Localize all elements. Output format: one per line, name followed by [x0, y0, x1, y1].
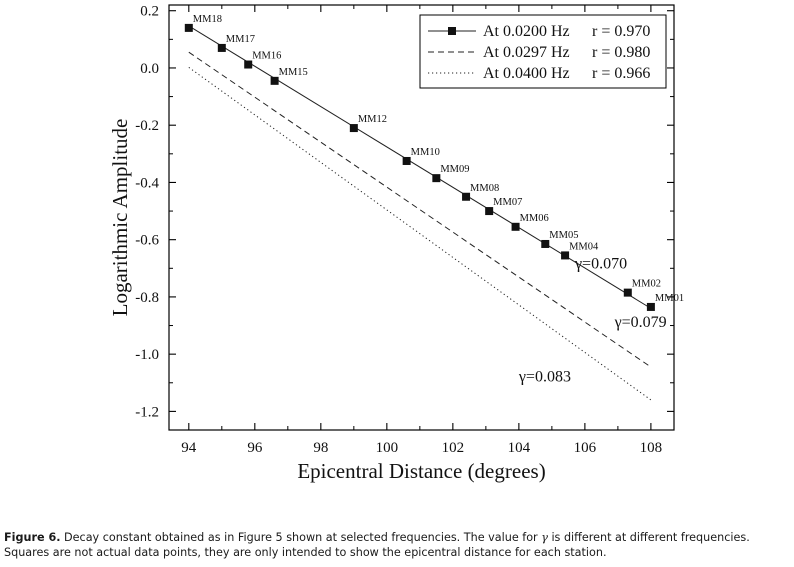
caption-text-1: Decay constant obtained as in Figure 5 s…: [60, 531, 542, 544]
station-label: MM01: [655, 293, 684, 304]
station-label: MM06: [520, 213, 549, 224]
x-tick-label: 96: [247, 440, 263, 456]
y-tick-label: -0.4: [135, 175, 159, 191]
x-tick-label: 106: [574, 440, 597, 456]
x-axis-label: Epicentral Distance (degrees): [297, 459, 545, 483]
station-label: MM17: [226, 34, 255, 45]
legend-entry-name: At 0.0297 Hz: [483, 44, 570, 61]
station-marker: [270, 76, 279, 85]
x-tick-label: 104: [508, 440, 531, 456]
y-tick-label: -1.2: [135, 404, 159, 420]
station-marker: [184, 23, 193, 32]
station-marker: [623, 288, 632, 297]
station-label: MM08: [470, 183, 499, 194]
caption-gamma-symbol: γ: [541, 531, 548, 544]
legend-entry-r: r = 0.980: [592, 44, 650, 61]
station-label: MM04: [569, 241, 599, 252]
y-tick-label: 0.2: [140, 4, 159, 20]
station-label: MM07: [493, 197, 522, 208]
y-tick-label: -0.2: [135, 118, 159, 134]
legend-entry-r: r = 0.966: [592, 65, 650, 82]
x-tick-label: 102: [442, 440, 465, 456]
y-tick-label: 0.0: [140, 61, 159, 77]
x-tick-label: 98: [313, 440, 328, 456]
x-axis: 94 96 98 100 102 104 106 108: [181, 5, 662, 456]
y-tick-label: -0.8: [135, 290, 159, 306]
gamma-label: γ=0.079: [614, 314, 667, 331]
station-marker: [561, 251, 570, 260]
y-axis-label: Logarithmic Amplitude: [108, 119, 132, 317]
station-label: MM18: [193, 14, 222, 25]
station-marker: [349, 124, 358, 133]
y-axis: 0.2 0.0 -0.2 -0.4 -0.6 -0.8 -1.0 -1.2: [135, 4, 674, 420]
series-lines: [188, 25, 652, 401]
station-marker: [432, 174, 441, 183]
x-tick-label: 94: [181, 440, 197, 456]
gamma-label: γ=0.083: [518, 368, 571, 385]
legend-entry-name: At 0.0200 Hz: [483, 23, 570, 40]
station-label: MM12: [358, 114, 387, 125]
legend: At 0.0200 Hz r = 0.970 At 0.0297 Hz r = 0.9…: [419, 14, 667, 89]
caption-text-2: is different at different frequencies. S…: [4, 531, 750, 559]
y-tick-label: -1.0: [135, 347, 159, 363]
station-marker: [541, 239, 550, 248]
series-line-1: [188, 25, 652, 309]
gamma-annotations: γ=0.070 γ=0.079 γ=0.083: [518, 255, 667, 385]
station-marker: [402, 156, 411, 165]
station-marker: [462, 192, 471, 201]
caption-label: Figure 6.: [4, 531, 61, 544]
station-label: MM16: [252, 51, 281, 62]
x-tick-label: 100: [376, 440, 399, 456]
figure-caption: Figure 6. Decay constant obtained as in …: [4, 530, 792, 560]
station-label: MM02: [632, 279, 661, 290]
legend-marker: [448, 27, 456, 35]
x-tick-label: 108: [640, 440, 663, 456]
gamma-label: γ=0.070: [574, 255, 627, 272]
station-marker: [485, 207, 494, 216]
station-label: MM10: [411, 147, 440, 158]
station-marker: [646, 302, 655, 311]
decay-chart: 94 96 98 100 102 104 106 108 0.2 0.0 -0.2 -0.4 -0.6…: [108, 4, 684, 483]
legend-entry-name: At 0.0400 Hz: [483, 65, 570, 82]
plot-frame: [168, 4, 675, 431]
legend-entry-r: r = 0.970: [592, 23, 650, 40]
station-marker: [244, 60, 253, 69]
series-line-3: [188, 66, 652, 401]
station-label: MM05: [549, 230, 578, 241]
station-marker: [511, 222, 520, 231]
station-label: MM15: [279, 67, 308, 78]
station-label: MM09: [440, 164, 469, 175]
station-marker: [217, 43, 226, 52]
y-tick-label: -0.6: [135, 233, 159, 249]
series-line-2: [188, 51, 652, 368]
